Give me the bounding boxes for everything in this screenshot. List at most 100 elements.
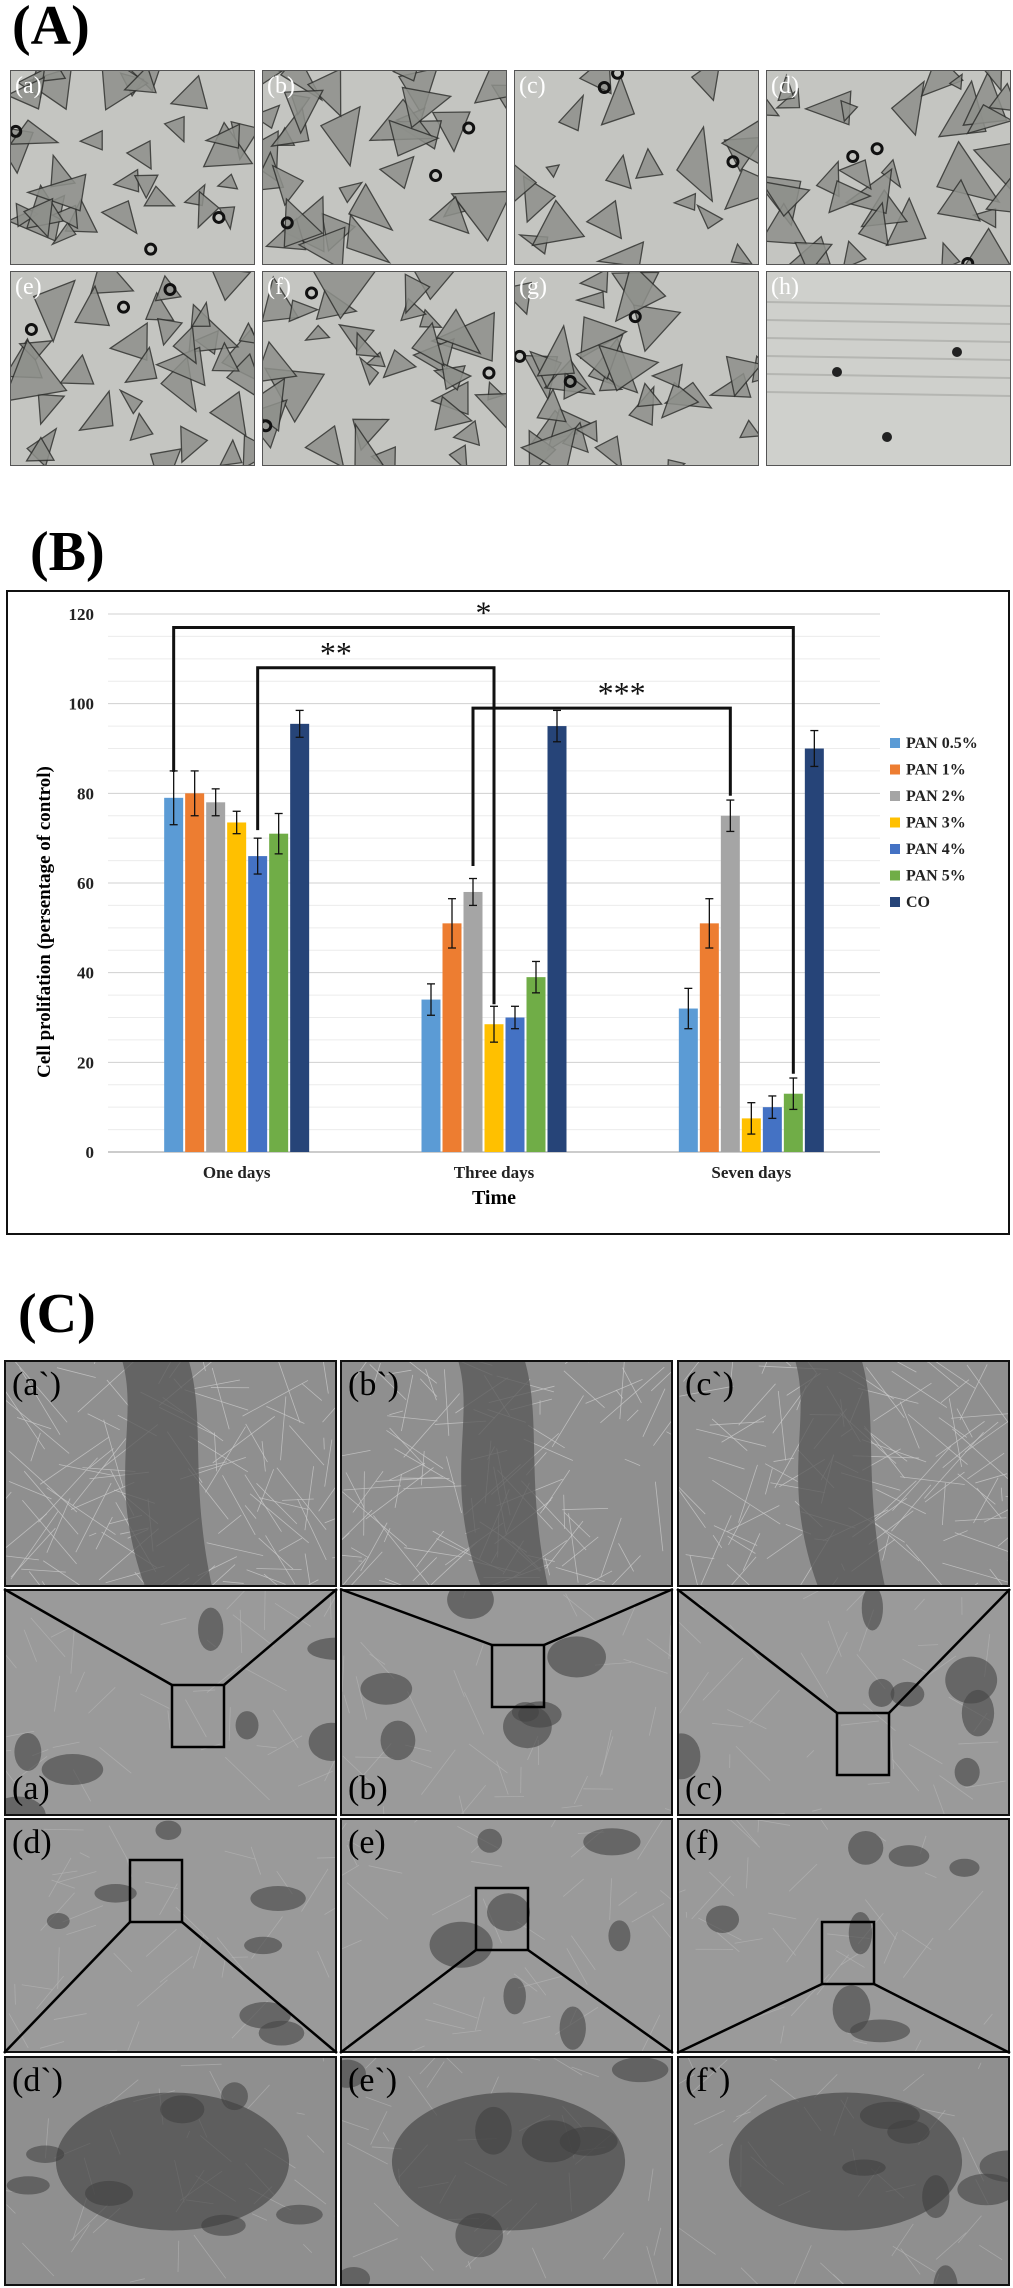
sem-tile-label: (d`) — [12, 2062, 63, 2099]
sem-image-tile: (b) — [340, 1589, 673, 1816]
legend-swatch — [890, 844, 900, 854]
error-bar — [190, 770, 199, 817]
micrograph-tile: (h) — [766, 271, 1011, 466]
micrograph-tile-label: (e) — [15, 274, 42, 300]
error-bar — [553, 709, 561, 743]
zoom-connector — [676, 1982, 823, 2055]
error-bar — [532, 960, 540, 994]
legend-item: PAN 1% — [890, 762, 966, 779]
cell-proliferation-chart: 0 20 40 60 80 100 120 One days Three days Seven d… — [6, 590, 1010, 1235]
zoom-connector — [223, 1588, 338, 1686]
x-tick-label: Three days — [454, 1163, 535, 1182]
micrograph-image — [263, 71, 506, 264]
micrograph-tile: (d) — [766, 70, 1011, 265]
significance-bracket: *** — [471, 675, 732, 866]
zoom-region-box — [490, 1643, 546, 1709]
sem-image — [6, 2058, 335, 2284]
significance-bracket: * — [172, 594, 795, 1074]
zoom-connector — [676, 1588, 838, 1714]
sem-image-tile: (b`) — [340, 1360, 673, 1587]
legend-item: PAN 3% — [890, 815, 966, 832]
legend-swatch — [890, 870, 900, 881]
y-axis-label: Cell prolifation (persentage of control) — [34, 766, 55, 1078]
legend-swatch — [890, 764, 900, 775]
micrograph-image — [11, 71, 254, 264]
legend-swatch — [890, 791, 900, 801]
sem-image — [679, 2058, 1008, 2284]
legend-swatch — [890, 817, 900, 828]
error-bar — [768, 1095, 777, 1120]
bar — [741, 1118, 761, 1152]
legend-label: PAN 1% — [906, 762, 966, 779]
zoom-region-box — [474, 1886, 530, 1952]
bar — [699, 923, 719, 1152]
sem-tile-label: (e) — [348, 1824, 386, 1861]
zoom-connector — [543, 1587, 674, 1647]
sem-image-tile: (e`) — [340, 2056, 673, 2286]
zoom-region-box — [820, 1920, 876, 1986]
sem-image — [6, 1820, 335, 2051]
sem-tile-label: (f`) — [685, 2062, 731, 2099]
micrograph-image — [515, 272, 758, 465]
legend-item: PAN 4% — [890, 841, 966, 858]
sem-image-tile: (a`) — [4, 1360, 337, 1587]
micrograph-tile: (f) — [262, 271, 507, 466]
micrograph-tile: (g) — [514, 271, 759, 466]
sem-image — [6, 1362, 335, 1585]
micrograph-tile-label: (c) — [519, 73, 546, 99]
bar — [720, 815, 740, 1152]
bar — [269, 833, 289, 1152]
bar — [290, 723, 310, 1152]
x-tick-label: One days — [203, 1163, 271, 1182]
sem-image — [679, 1820, 1008, 2051]
legend-swatch — [890, 738, 900, 748]
legend-label: PAN 3% — [906, 815, 966, 832]
panel-a-label: (A) — [12, 0, 90, 57]
sem-tile-label: (e`) — [348, 2062, 398, 2099]
zoom-connector — [527, 1948, 674, 2055]
bar — [185, 793, 205, 1152]
micrograph-image — [767, 272, 1010, 465]
legend-item: PAN 2% — [890, 788, 966, 805]
sem-image-tile: (d`) — [4, 2056, 337, 2286]
error-bar — [295, 709, 304, 738]
bar — [783, 1093, 803, 1152]
error-bar — [274, 812, 283, 855]
significance-label: * — [476, 594, 492, 630]
micrograph-tile: (a) — [10, 70, 255, 265]
zoom-region-box — [835, 1711, 891, 1777]
bar — [505, 1017, 525, 1152]
significance-label: ** — [320, 635, 352, 671]
zoom-region-box — [170, 1683, 226, 1749]
bar — [248, 856, 268, 1152]
zoom-connector — [873, 1982, 1011, 2055]
error-bar — [469, 877, 477, 907]
bar — [762, 1107, 782, 1152]
y-tick-label: 40 — [77, 964, 94, 983]
chart-svg: 0 20 40 60 80 100 120 One days Three days Seven d… — [34, 594, 978, 1209]
bar — [547, 726, 567, 1152]
error-bar — [810, 729, 819, 768]
sem-image-tile: (d) — [4, 1818, 337, 2053]
y-tick-label: 60 — [77, 874, 94, 893]
error-bar — [490, 1005, 498, 1043]
micrograph-tile-label: (f) — [267, 274, 291, 300]
zoom-connector — [3, 1921, 131, 2054]
bar — [804, 748, 824, 1152]
bars — [164, 723, 824, 1152]
error-bar — [726, 799, 735, 833]
legend-swatch — [890, 897, 900, 907]
zoom-connector — [888, 1588, 1011, 1714]
micrograph-tile-label: (a) — [15, 73, 42, 99]
sem-image-tile: (f) — [677, 1818, 1010, 2053]
sem-tile-label: (c`) — [685, 1366, 735, 1403]
micrograph-image — [11, 272, 254, 465]
sem-tile-label: (d) — [12, 1824, 52, 1861]
x-axis-label: Time — [472, 1187, 516, 1209]
legend-item: PAN 5% — [890, 868, 966, 885]
legend-label: PAN 5% — [906, 868, 966, 885]
micrograph-image — [515, 71, 758, 264]
bar — [526, 977, 546, 1152]
sem-tile-label: (f) — [685, 1824, 719, 1861]
